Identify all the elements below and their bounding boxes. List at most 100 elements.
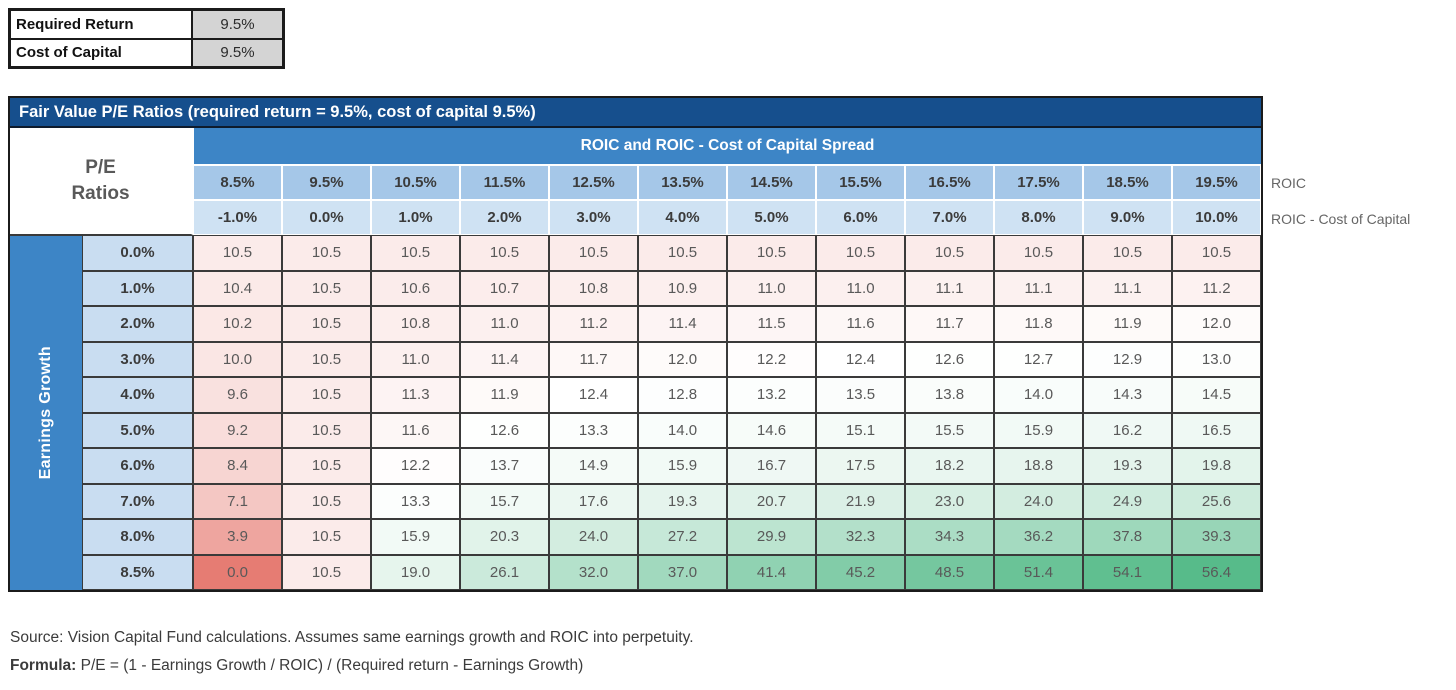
pe-value-cell: 9.6	[193, 377, 282, 413]
pe-value-cell: 14.6	[727, 412, 816, 448]
pe-value-cell: 34.3	[905, 519, 994, 555]
roic-header-cell: 19.5%	[1172, 165, 1261, 200]
pe-value-cell: 16.7	[727, 448, 816, 484]
pe-value-cell: 11.3	[371, 377, 460, 413]
pe-value-cell: 12.2	[371, 448, 460, 484]
pe-value-cell: 10.4	[193, 270, 282, 306]
pe-value-cell: 11.5	[727, 306, 816, 342]
earnings-growth-row-label: 8.5%	[82, 554, 193, 590]
pe-value-cell: 14.0	[994, 377, 1083, 413]
pe-value-cell: 13.7	[460, 448, 549, 484]
pe-value-cell: 11.9	[1083, 306, 1172, 342]
spread-header-cell: 0.0%	[282, 200, 371, 235]
pe-value-cell: 15.7	[460, 483, 549, 519]
pe-value-cell: 10.5	[282, 235, 371, 271]
formula-text: P/E = (1 - Earnings Growth / ROIC) / (Re…	[76, 657, 584, 674]
pe-value-cell: 3.9	[193, 519, 282, 555]
pe-value-cell: 32.3	[816, 519, 905, 555]
pe-value-cell: 32.0	[549, 554, 638, 590]
required-return-input-cell[interactable]: 9.5%	[192, 10, 283, 39]
pe-value-cell: 11.2	[549, 306, 638, 342]
pe-value-cell: 10.5	[816, 235, 905, 271]
roic-header-cell: 18.5%	[1083, 165, 1172, 200]
pe-value-cell: 15.9	[638, 448, 727, 484]
earnings-growth-row-label: 2.0%	[82, 306, 193, 342]
pe-value-cell: 26.1	[460, 554, 549, 590]
pe-value-cell: 39.3	[1172, 519, 1261, 555]
pe-value-cell: 19.3	[638, 483, 727, 519]
roic-header-cell: 13.5%	[638, 165, 727, 200]
pe-value-cell: 11.2	[1172, 270, 1261, 306]
earnings-growth-row-label: 3.0%	[82, 341, 193, 377]
pe-value-cell: 10.7	[460, 270, 549, 306]
pe-value-cell: 7.1	[193, 483, 282, 519]
pe-table-title: Fair Value P/E Ratios (required return =…	[10, 98, 1261, 128]
pe-value-cell: 9.2	[193, 412, 282, 448]
pe-value-cell: 37.0	[638, 554, 727, 590]
pe-value-cell: 11.7	[905, 306, 994, 342]
pe-value-cell: 25.6	[1172, 483, 1261, 519]
pe-value-cell: 11.0	[727, 270, 816, 306]
pe-value-cell: 11.0	[371, 341, 460, 377]
roic-header-cell: 14.5%	[727, 165, 816, 200]
pe-value-cell: 10.8	[371, 306, 460, 342]
pe-value-cell: 12.0	[638, 341, 727, 377]
spread-header-cell: 9.0%	[1083, 200, 1172, 235]
earnings-growth-row-label: 5.0%	[82, 412, 193, 448]
roic-header-cell: 12.5%	[549, 165, 638, 200]
pe-value-cell: 11.9	[460, 377, 549, 413]
pe-value-cell: 10.2	[193, 306, 282, 342]
pe-value-cell: 20.3	[460, 519, 549, 555]
pe-value-cell: 10.5	[282, 554, 371, 590]
pe-value-cell: 10.5	[282, 377, 371, 413]
pe-value-cell: 18.2	[905, 448, 994, 484]
pe-value-cell: 18.8	[994, 448, 1083, 484]
pe-value-cell: 20.7	[727, 483, 816, 519]
spread-header-cell: 1.0%	[371, 200, 460, 235]
pe-value-cell: 12.6	[460, 412, 549, 448]
pe-value-cell: 13.8	[905, 377, 994, 413]
pe-value-cell: 19.0	[371, 554, 460, 590]
pe-value-cell: 12.4	[549, 377, 638, 413]
roic-header-cell: 11.5%	[460, 165, 549, 200]
pe-value-cell: 10.5	[282, 341, 371, 377]
pe-value-cell: 11.6	[816, 306, 905, 342]
pe-value-cell: 51.4	[994, 554, 1083, 590]
pe-value-cell: 10.5	[282, 270, 371, 306]
earnings-growth-row-label: 0.0%	[82, 235, 193, 271]
pe-value-cell: 10.5	[282, 519, 371, 555]
pe-value-cell: 10.5	[905, 235, 994, 271]
pe-value-cell: 10.5	[1172, 235, 1261, 271]
pe-value-cell: 12.4	[816, 341, 905, 377]
corner-line-2: Ratios	[71, 183, 130, 204]
pe-value-cell: 14.0	[638, 412, 727, 448]
roic-spread-banner: ROIC and ROIC - Cost of Capital Spread	[193, 128, 1261, 165]
pe-value-cell: 37.8	[1083, 519, 1172, 555]
formula-label: Formula:	[10, 657, 77, 674]
cost-of-capital-label: Cost of Capital	[10, 38, 192, 67]
pe-value-cell: 24.0	[549, 519, 638, 555]
pe-value-cell: 16.2	[1083, 412, 1172, 448]
earnings-growth-row-label: 7.0%	[82, 483, 193, 519]
pe-value-cell: 19.8	[1172, 448, 1261, 484]
pe-ratios-corner-label: P/E Ratios	[10, 128, 193, 235]
pe-value-cell: 11.8	[994, 306, 1083, 342]
pe-value-cell: 48.5	[905, 554, 994, 590]
pe-value-cell: 15.9	[371, 519, 460, 555]
pe-value-cell: 17.5	[816, 448, 905, 484]
pe-value-cell: 11.7	[549, 341, 638, 377]
pe-value-cell: 13.0	[1172, 341, 1261, 377]
roic-header-cell: 10.5%	[371, 165, 460, 200]
roic-header-cell: 8.5%	[193, 165, 282, 200]
pe-value-cell: 10.8	[549, 270, 638, 306]
pe-value-cell: 10.5	[727, 235, 816, 271]
pe-value-cell: 10.0	[193, 341, 282, 377]
earnings-growth-axis-label: Earnings Growth	[37, 346, 54, 480]
pe-value-cell: 29.9	[727, 519, 816, 555]
spread-header-cell: 4.0%	[638, 200, 727, 235]
pe-value-cell: 15.5	[905, 412, 994, 448]
pe-value-cell: 14.9	[549, 448, 638, 484]
pe-value-cell: 24.0	[994, 483, 1083, 519]
cost-of-capital-input-cell[interactable]: 9.5%	[192, 38, 283, 67]
